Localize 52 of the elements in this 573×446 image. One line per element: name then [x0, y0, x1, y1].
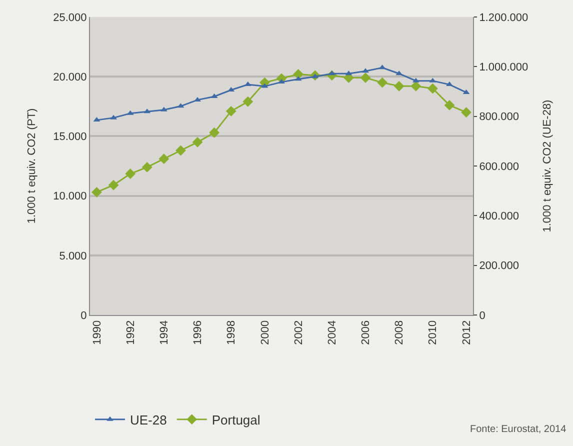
- point: [410, 80, 422, 92]
- point: [427, 83, 438, 94]
- point: [444, 100, 455, 110]
- legend-label: Portugal: [212, 412, 260, 428]
- y2-tick-label: 400.000: [479, 210, 519, 223]
- point: [209, 127, 220, 138]
- x-tick-label: 1990: [91, 320, 104, 345]
- y2-tick-label: 600.000: [479, 160, 519, 173]
- point: [461, 107, 472, 118]
- point: [92, 187, 102, 198]
- point: [125, 168, 136, 179]
- point: [108, 180, 119, 190]
- legend-label: UE-28: [130, 412, 167, 428]
- x-tick-label: 2008: [394, 320, 406, 345]
- point: [110, 114, 117, 120]
- y-tick-label: 25.000: [53, 12, 87, 24]
- y2-tick-label: 1.200.000: [479, 12, 528, 24]
- x-tick-label: 1994: [158, 320, 170, 345]
- x-tick-label: 2010: [427, 320, 440, 345]
- source-note: Fonte: Eurostat, 2014: [470, 424, 567, 435]
- point: [142, 162, 152, 172]
- y2-tick-label: 0: [479, 310, 486, 322]
- point: [394, 80, 404, 92]
- point: [242, 96, 254, 107]
- y2-tick-label: 800.000: [479, 111, 519, 124]
- point: [226, 106, 236, 116]
- x-tick-label: 1998: [226, 320, 238, 345]
- point: [158, 154, 170, 164]
- point: [192, 136, 203, 148]
- x-tick-label: 2000: [259, 320, 272, 345]
- point: [446, 82, 453, 86]
- y-tick-label: 0: [80, 310, 87, 322]
- x-tick-label: 2012: [460, 320, 473, 345]
- point: [194, 96, 201, 102]
- point: [176, 145, 186, 156]
- point: [360, 72, 371, 83]
- x-tick-label: 2006: [360, 320, 372, 345]
- y-tick-label: 10.000: [53, 190, 87, 203]
- x-tick-label: 2002: [292, 320, 305, 345]
- y-tick-label: 15.000: [53, 131, 87, 144]
- point: [293, 69, 304, 80]
- y-tick-label: 20.000: [53, 71, 87, 84]
- x-tick-label: 2004: [326, 320, 338, 345]
- y2-axis-title: 1.000 t equiv. CO2 (UE-28): [541, 100, 554, 232]
- y-axis-title: 1.000 t equiv. CO2 (PT): [26, 108, 38, 224]
- point: [377, 77, 388, 88]
- x-tick-label: 1996: [192, 320, 204, 345]
- point: [362, 68, 369, 73]
- y-tick-label: 5.000: [59, 250, 87, 262]
- y2-tick-label: 200.000: [479, 260, 519, 272]
- y2-tick-label: 1.000.000: [479, 62, 528, 74]
- x-tick-label: 1992: [124, 320, 137, 345]
